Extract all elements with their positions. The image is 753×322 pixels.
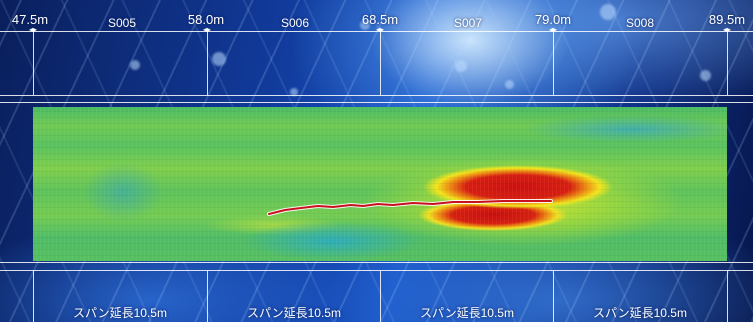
span-boundary-line [553,270,554,322]
span-boundary-line [207,30,208,95]
segment-label: S005 [107,16,137,30]
dimension-arrow-icon: ◂▸ [722,25,732,34]
background-bokeh [505,80,514,89]
distance-label: 68.5m [361,12,399,27]
background-bokeh [290,88,298,96]
dimension-arrow-icon: ◂▸ [548,25,558,34]
thermal-heatmap [33,107,727,261]
span-boundary-line [553,30,554,95]
background-bokeh [130,60,140,70]
background-bokeh [360,20,370,30]
distance-label: 58.0m [187,12,225,27]
background-bokeh [455,60,467,72]
span-boundary-line [207,270,208,322]
span-boundary-line [727,270,728,322]
span-boundary-line [33,30,34,95]
segment-label: S006 [280,16,310,30]
dimension-arrow-icon: ◂▸ [28,25,38,34]
span-boundary-line [727,30,728,95]
deck-bottom-border [0,262,753,263]
dimension-arrow-icon: ◂▸ [202,25,212,34]
background-bokeh [212,52,226,66]
span-length-label: スパン延長10.5m [420,306,514,320]
background-bokeh [700,70,711,81]
deck-top-border-inner [0,102,753,103]
span-boundary-line [380,30,381,95]
span-length-label: スパン延長10.5m [73,306,167,320]
distance-label: 89.5m [708,12,746,27]
span-length-label: スパン延長10.5m [247,306,341,320]
crack-line-core [268,200,552,215]
dimension-arrow-icon: ◂▸ [375,25,385,34]
deck-bottom-border-outer [0,270,753,271]
span-length-label: スパン延長10.5m [593,306,687,320]
distance-label: 47.5m [11,12,49,27]
segment-label: S007 [453,16,483,30]
span-boundary-line [33,270,34,322]
distance-label: 79.0m [534,12,572,27]
segment-label: S008 [625,16,655,30]
heatmap-texture [33,107,727,261]
deck-top-border [0,95,753,96]
top-dimension-line [0,31,753,32]
crack-overlay [267,199,553,216]
span-boundary-line [380,270,381,322]
background-bokeh [600,4,616,20]
